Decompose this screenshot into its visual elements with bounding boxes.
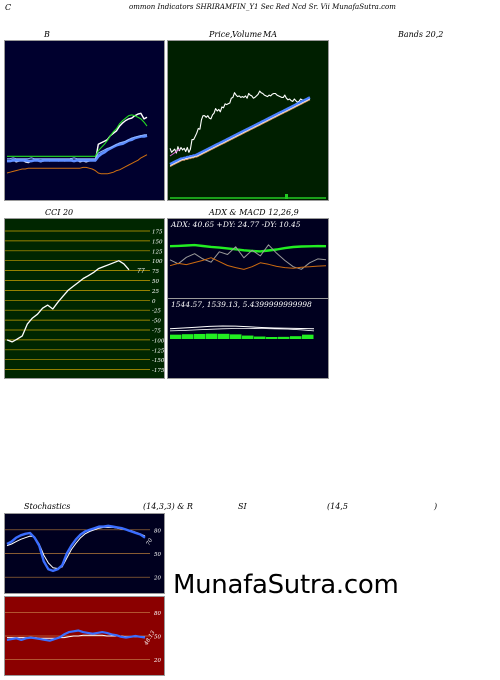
adx-chart: [169, 243, 327, 270]
rsi-tick-label: 80: [154, 611, 161, 617]
cci-tick-label: -150: [152, 358, 164, 364]
macd-histogram-bar: [170, 334, 182, 339]
stoch-label-d: (14,5: [327, 502, 348, 511]
adx-values: ADX: 40.65 +DY: 24.77 -DY: 10.45: [171, 220, 301, 229]
minus-dy-line: [169, 257, 327, 270]
price-label-a: Price,: [209, 30, 233, 39]
macd-values: 1544.57, 1539.13, 5.4399999999998: [171, 300, 312, 309]
bollinger-panel: [4, 40, 165, 201]
cci-tick-label: -125: [152, 348, 164, 354]
stoch-k-line: [6, 524, 146, 573]
bb-ma-line: [7, 134, 147, 160]
rsi-tick-label: 50: [154, 635, 161, 641]
stoch-tick-label: 80: [154, 528, 161, 534]
adx-macd-label: ADX & MACD 12,26,9: [209, 208, 299, 217]
cci-tick-label: 25: [151, 289, 159, 295]
macd-chart: [169, 325, 315, 339]
rsi-tick-label: 20: [153, 658, 161, 664]
macd-histogram-bar: [206, 333, 218, 339]
macd-histogram-bar: [254, 336, 266, 339]
cci-tick-label: 150: [152, 239, 163, 245]
macd-histogram-bar: [242, 335, 254, 339]
cci-tick-label: 75: [152, 269, 159, 275]
macd-histogram-bar: [230, 334, 242, 339]
bands-label: Bands 20,2: [398, 30, 444, 39]
stoch-label-c: SI: [238, 502, 247, 511]
cci-tick-label: 50: [152, 279, 159, 285]
macd-histogram-bar: [218, 333, 230, 339]
header-title: ommon Indicators SHRIRAMFIN_Y1 Sec Red N…: [129, 3, 396, 11]
bb-middle-band: [7, 134, 148, 163]
plus-dy-line: [169, 244, 327, 270]
stoch-label-b: (14,3,3) & R: [143, 502, 193, 511]
cci-tick-label: -175: [152, 368, 164, 374]
cci-tick-label: 100: [152, 259, 163, 265]
cci-tick-label: -50: [152, 319, 161, 325]
cci-tick-label: -100: [152, 338, 164, 344]
ma-short-line: [169, 96, 311, 166]
cci-value-label: 77: [137, 268, 145, 275]
bollinger-label: B: [44, 30, 50, 39]
macd-panel: [167, 298, 329, 379]
volume-bar: [285, 194, 288, 199]
stochastics-panel: 80 50 20 70: [4, 513, 165, 594]
bb-lower-band: [6, 154, 148, 175]
bb-upper-band: [7, 114, 148, 157]
macd-histogram-bar: [302, 334, 314, 339]
adx-panel: [167, 218, 329, 299]
adx-line: [169, 243, 327, 253]
cci-tick-label: -25: [152, 309, 161, 315]
price-label-b: Volume: [232, 30, 262, 39]
bb-price-line: [7, 112, 148, 164]
watermark: MunafaSutra.com: [173, 570, 399, 600]
stoch-tick-label: 20: [153, 576, 161, 582]
header-c-letter: C: [5, 3, 12, 12]
stoch-tick-label: 50: [154, 552, 161, 558]
stochastics-chart: 80 50 20 70: [5, 524, 161, 582]
macd-histogram-bar: [194, 333, 206, 339]
cci-chart: 175 150 125 100 75 50 25 0 -25 -50 -75 -100 -125 -150…: [5, 230, 164, 374]
price-panel: [167, 40, 329, 201]
rsi-line: [6, 629, 146, 642]
macd-histogram-bar: [266, 337, 278, 339]
ma-mid-line: [169, 98, 311, 167]
macd-histogram-bar: [182, 334, 194, 339]
ma-long-line: [169, 99, 311, 168]
macd-histogram-bar: [278, 336, 290, 339]
rsi-panel: 80 50 20 48.13: [4, 596, 165, 676]
cci-tick-label: -75: [152, 329, 161, 335]
macd-histogram-bar: [290, 336, 302, 339]
macd-signal-line: [169, 327, 315, 332]
cci-tick-label: 0: [152, 299, 156, 305]
price-line: [169, 90, 310, 154]
stoch-label-a: Stochastics: [24, 502, 71, 511]
macd-line: [169, 325, 315, 330]
stoch-value-label: 70: [146, 537, 155, 546]
price-volume-chart: [169, 90, 326, 199]
cci-panel: 175 150 125 100 75 50 25 0 -25 -50 -75 -100 -125 -150…: [4, 218, 165, 379]
cci-line: [6, 260, 130, 343]
cci-label: CCI 20: [45, 208, 74, 217]
cci-tick-label: 125: [152, 249, 163, 255]
bollinger-chart: [6, 112, 148, 175]
cci-tick-label: 175: [152, 230, 163, 236]
price-label-c: MA: [263, 30, 277, 39]
stoch-label-e: ): [434, 502, 438, 511]
ma-magenta-line: [169, 148, 181, 157]
